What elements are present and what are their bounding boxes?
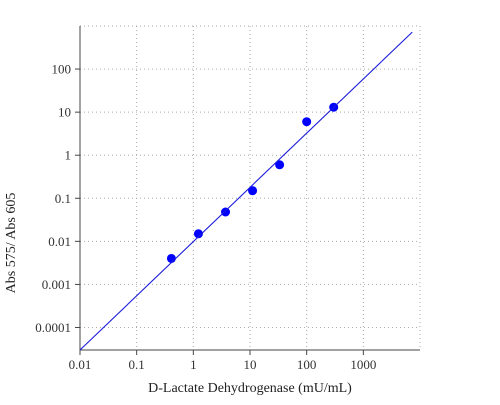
x-tick-label: 0.1 xyxy=(129,357,145,372)
data-point xyxy=(166,253,176,263)
data-point xyxy=(221,207,231,217)
x-tick-label: 10 xyxy=(244,357,257,372)
data-point xyxy=(248,186,258,196)
x-axis-title: D-Lactate Dehydrogenase (mU/mL) xyxy=(148,381,352,396)
x-tick-label: 1000 xyxy=(350,357,376,372)
fit-line xyxy=(79,31,413,351)
y-tick-label: 100 xyxy=(52,62,72,77)
x-tick-label: 100 xyxy=(297,357,317,372)
y-tick-label: 10 xyxy=(58,105,71,120)
y-tick-label: 1 xyxy=(65,148,72,163)
grid xyxy=(79,25,421,350)
y-tick-label: 0.0001 xyxy=(35,320,71,335)
y-tick-label: 0.001 xyxy=(42,277,71,292)
y-axis-title: Abs 575/ Abs 605 xyxy=(4,193,19,294)
data-point xyxy=(275,160,285,170)
y-tick-label: 0.1 xyxy=(55,191,71,206)
x-tick-label: 1 xyxy=(190,357,197,372)
tick-labels: 0.01 0.1 1 10 100 1000 0.0001 0.001 0.01 0.1 1 10 10… xyxy=(35,62,376,372)
x-tick-label: 0.01 xyxy=(69,357,92,372)
data-point xyxy=(302,117,312,127)
series xyxy=(79,31,413,351)
data-point xyxy=(193,229,203,239)
y-tick-label: 0.01 xyxy=(48,234,71,249)
